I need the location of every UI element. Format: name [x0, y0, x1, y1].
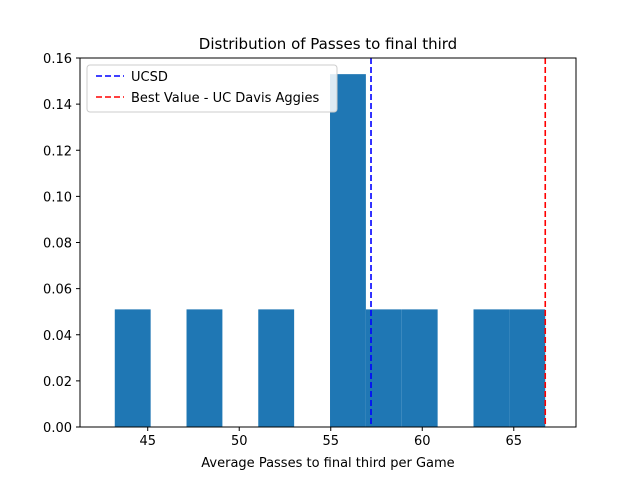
x-tick-label: 45: [139, 434, 156, 449]
y-tick-label: 0.14: [43, 98, 72, 113]
y-tick-label: 0.06: [43, 283, 72, 298]
y-tick-label: 0.10: [43, 190, 72, 205]
histogram-bar: [365, 309, 402, 427]
y-tick-label: 0.04: [43, 329, 72, 344]
y-tick-label: 0.02: [43, 375, 72, 390]
y-tick-label: 0.16: [43, 52, 72, 67]
chart-title: Distribution of Passes to final third: [199, 35, 457, 53]
x-axis-label: Average Passes to final third per Game: [201, 456, 454, 471]
histogram-bar: [186, 309, 223, 427]
histogram-bar: [114, 309, 151, 427]
histogram-bar: [509, 309, 546, 427]
y-tick-label: 0.08: [43, 237, 72, 252]
y-tick-label: 0.12: [43, 144, 72, 159]
legend-label-ucsd: UCSD: [131, 70, 168, 85]
histogram-bars: [114, 74, 546, 428]
legend: UCSD Best Value - UC Davis Aggies: [86, 64, 338, 113]
legend-label-best-value: Best Value - UC Davis Aggies: [131, 91, 319, 106]
x-tick-label: 50: [231, 434, 248, 449]
x-tick-label: 55: [322, 434, 339, 449]
histogram-bar: [258, 309, 295, 427]
legend-box: [86, 64, 338, 113]
y-tick-label: 0.00: [43, 421, 72, 436]
reference-lines: [370, 58, 547, 427]
x-axis-ticks: 45 50 55 60 65: [139, 427, 522, 449]
y-axis-ticks: 0.00 0.02 0.04 0.06 0.08 0.10 0.12 0.14 0.16: [43, 52, 80, 436]
histogram-bar: [330, 74, 366, 428]
x-tick-label: 60: [414, 434, 431, 449]
histogram-bar: [473, 309, 510, 427]
x-tick-label: 65: [505, 434, 522, 449]
histogram-bar: [401, 309, 438, 427]
